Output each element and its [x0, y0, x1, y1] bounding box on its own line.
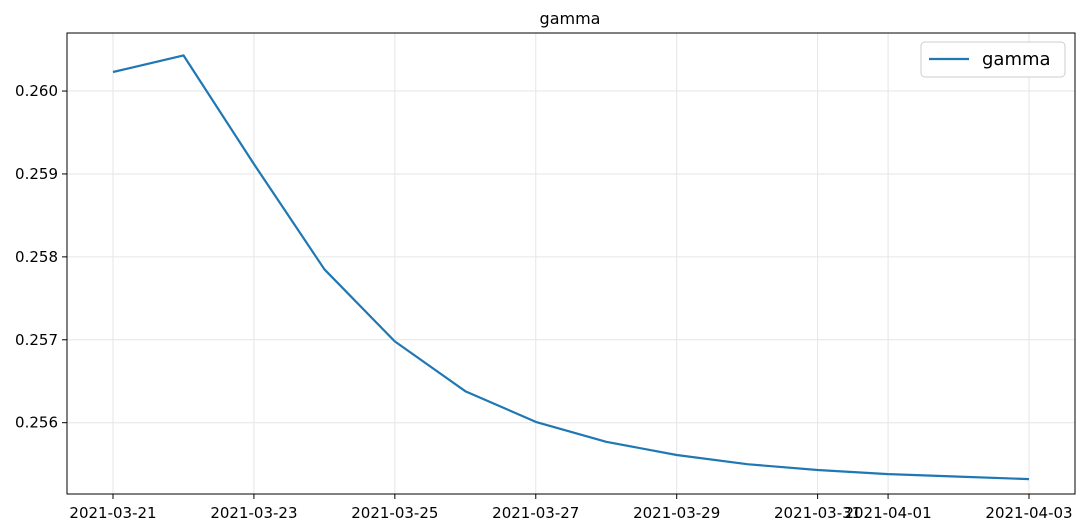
series-group	[112, 54, 1030, 481]
y-tick-label: 0.257	[15, 331, 58, 349]
plot-area-frame	[66, 32, 1076, 495]
x-tick-label: 2021-03-21	[69, 504, 156, 522]
x-tick-label: 2021-04-03	[985, 504, 1072, 522]
y-tick-label: 0.258	[15, 248, 58, 266]
series-line-gamma	[112, 54, 1030, 481]
y-tick-label: 0.260	[15, 82, 58, 100]
grid-lines	[67, 33, 1075, 494]
y-tick-label: 0.259	[15, 165, 58, 183]
legend-box	[920, 41, 1066, 78]
legend-label: gamma	[982, 49, 1051, 70]
x-tick-label: 2021-03-31	[774, 504, 861, 522]
y-axis: 0.256 0.257 0.258 0.259 0.260	[15, 82, 67, 432]
x-tick-label: 2021-03-27	[492, 504, 579, 522]
x-tick-label: 2021-03-25	[351, 504, 438, 522]
x-axis: 2021-03-21 2021-03-23 2021-03-25 2021-03-27…	[69, 494, 1073, 522]
y-tick-label: 0.256	[15, 414, 58, 432]
legend: gamma	[920, 41, 1066, 78]
x-tick-label: 2021-03-23	[210, 504, 297, 522]
x-tick-label: 2021-03-29	[633, 504, 720, 522]
chart-title: gamma	[540, 9, 601, 28]
x-tick-label: 2021-04-01	[844, 504, 931, 522]
